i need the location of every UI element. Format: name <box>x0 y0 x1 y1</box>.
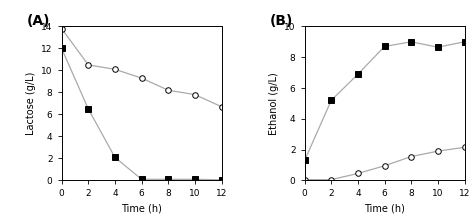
Text: (A): (A) <box>27 14 50 28</box>
Y-axis label: Lactose (g/L): Lactose (g/L) <box>26 72 36 135</box>
Text: (B): (B) <box>269 14 293 28</box>
X-axis label: Time (h): Time (h) <box>364 204 405 214</box>
X-axis label: Time (h): Time (h) <box>121 204 162 214</box>
Y-axis label: Ethanol (g/L): Ethanol (g/L) <box>269 72 279 135</box>
